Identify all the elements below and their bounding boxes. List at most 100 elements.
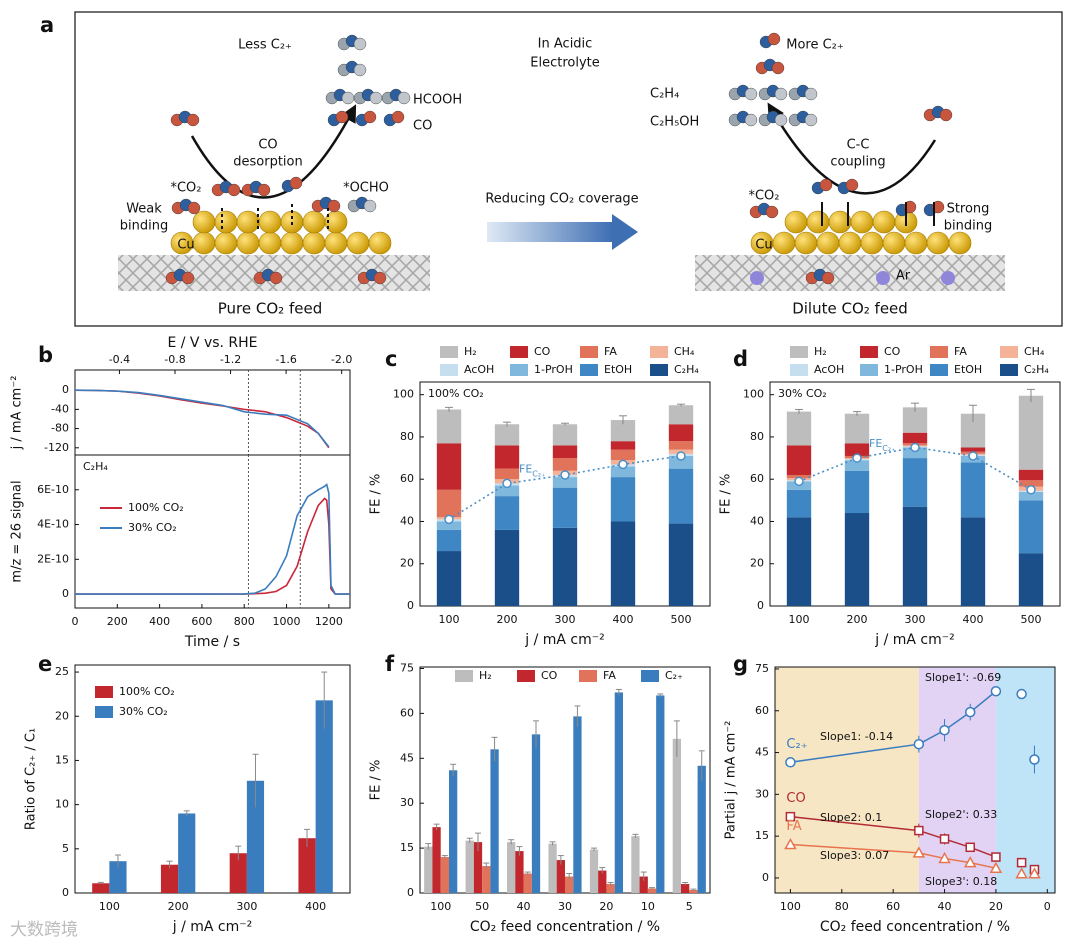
- x-tick-label: 100: [780, 900, 801, 913]
- plot-frame: [74, 369, 351, 456]
- y-tick-label: 0: [62, 886, 69, 899]
- y-tick-label: 0: [407, 886, 414, 899]
- bar-segment: [786, 517, 812, 606]
- x-axis-label: j / mA cm⁻²: [524, 632, 605, 648]
- y-tick-label: 80: [750, 430, 764, 443]
- molecule-atom: [845, 178, 859, 192]
- point: [913, 738, 925, 750]
- series-label: FA: [786, 819, 801, 834]
- x-axis-label: j / mA cm⁻²: [172, 919, 253, 935]
- y-tick-label: 60: [755, 704, 769, 717]
- fe-label-main: FE: [869, 437, 882, 450]
- bar: [531, 734, 541, 893]
- point: [989, 861, 1003, 873]
- legend-label: FA: [604, 345, 617, 358]
- y-tick-label: -80: [51, 422, 69, 435]
- bar: [598, 870, 607, 893]
- fe-label: FEC₂₊: [869, 437, 895, 453]
- y-tick-label: 45: [400, 751, 414, 764]
- molecule-atom: [397, 91, 411, 105]
- x2-tick-label: -2.0: [331, 353, 352, 366]
- schematic-label: Weak: [126, 202, 162, 217]
- bar: [647, 888, 657, 893]
- bar-segment: [494, 424, 520, 446]
- bar-segment: [436, 489, 462, 518]
- bar: [246, 780, 265, 893]
- annotation: C₂H₄: [83, 460, 108, 473]
- point: [939, 725, 950, 736]
- legend-swatch: [930, 364, 948, 376]
- bar-segment: [436, 443, 462, 490]
- molecule-atom: [819, 178, 833, 192]
- x-tick-label: 40: [517, 900, 531, 913]
- bar: [606, 884, 615, 893]
- bar-segment: [668, 468, 694, 524]
- bar: [315, 700, 333, 893]
- bar: [697, 765, 706, 893]
- bar-segment: [494, 529, 520, 606]
- y-tick-label: 15: [755, 829, 769, 842]
- x-tick-label: 200: [168, 900, 189, 913]
- legend-swatch: [860, 364, 878, 376]
- legend-swatch: [790, 364, 808, 376]
- y-axis-label: FE / %: [369, 474, 384, 515]
- schematic-label: Dilute CO₂ feed: [792, 300, 908, 318]
- legend-swatch: [641, 670, 659, 682]
- legend-swatch: [95, 686, 113, 698]
- bar: [523, 873, 532, 893]
- y-axis-label: Partial j / mA cm⁻²: [724, 721, 739, 840]
- y-tick-label: 30: [400, 796, 414, 809]
- bar-segment: [1018, 395, 1044, 470]
- y-axis-label: j / mA cm⁻²: [10, 376, 25, 451]
- x-tick-label: 100: [430, 900, 451, 913]
- x-tick-label: 400: [305, 900, 326, 913]
- legend-swatch: [510, 346, 528, 358]
- bar-segment: [786, 474, 812, 479]
- molecule-atom: [186, 113, 200, 127]
- bar-segment: [552, 487, 578, 528]
- molecule-atom: [765, 205, 779, 219]
- point: [785, 811, 796, 822]
- molecule-atom: [369, 91, 383, 105]
- legend-swatch: [790, 346, 808, 358]
- bar-segment: [494, 496, 520, 530]
- bar: [631, 836, 640, 893]
- cu-atom: [258, 231, 282, 255]
- legend-swatch: [95, 706, 113, 718]
- y-tick-label: 80: [400, 430, 414, 443]
- legend-label: 1-PrOH: [884, 363, 923, 376]
- schematic-label: desorption: [233, 155, 302, 170]
- x2-tick-label: -1.6: [275, 353, 296, 366]
- bar-segment: [610, 477, 636, 522]
- x-tick-label: 0: [1044, 900, 1051, 913]
- schematic-label: Cu: [755, 238, 772, 253]
- cu-atom: [816, 231, 840, 255]
- legend-label: 100% CO₂: [128, 501, 184, 514]
- fe-point: [618, 459, 628, 470]
- fe-point: [560, 470, 570, 480]
- bar-segment: [844, 470, 870, 514]
- x-axis-label: CO₂ feed concentration / %: [820, 919, 1010, 935]
- molecule-atom: [391, 110, 405, 124]
- legend-swatch: [1000, 364, 1018, 376]
- legend-swatch: [440, 346, 458, 358]
- molecule-atom: [363, 199, 377, 213]
- x-tick-label: 1000: [273, 615, 301, 628]
- cu-atom: [236, 210, 260, 234]
- point: [965, 842, 975, 853]
- desorption-arrow: [190, 104, 357, 199]
- molecule-atom: [771, 61, 785, 75]
- y-tick-label: 20: [400, 557, 414, 570]
- bar: [573, 716, 582, 893]
- panel-label: g: [733, 652, 748, 676]
- x-tick-label: 5: [686, 900, 693, 913]
- x2-axis-label: E / V vs. RHE: [167, 335, 257, 351]
- x2-tick-label: -0.8: [164, 353, 185, 366]
- x-tick-label: 600: [191, 615, 212, 628]
- x-tick-label: 500: [1021, 613, 1042, 626]
- schematic-label: C₂H₅OH: [650, 115, 699, 130]
- molecule-atom: [341, 91, 355, 105]
- bar: [298, 838, 316, 893]
